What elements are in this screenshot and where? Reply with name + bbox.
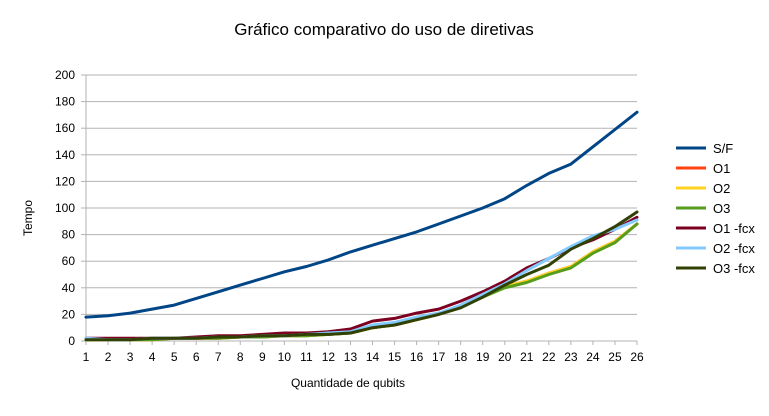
x-tick-label: 5 bbox=[171, 350, 178, 364]
x-tick-label: 8 bbox=[237, 350, 244, 364]
series-line-4 bbox=[84, 222, 639, 342]
x-tick-label: 15 bbox=[388, 350, 402, 364]
legend-label: O2 bbox=[713, 181, 730, 196]
series-line-7 bbox=[84, 210, 639, 342]
series-line-1 bbox=[84, 110, 639, 319]
x-tick-label: 7 bbox=[215, 350, 222, 364]
x-tick-label: 11 bbox=[300, 350, 313, 364]
x-tick-label: 22 bbox=[542, 350, 556, 364]
gridlines bbox=[86, 74, 637, 342]
y-axis-label: Tempo bbox=[21, 200, 35, 236]
x-tick-label: 23 bbox=[564, 350, 578, 364]
x-tick-label: 18 bbox=[454, 350, 468, 364]
x-tick-label: 10 bbox=[278, 350, 292, 364]
series-line-3 bbox=[84, 222, 639, 342]
y-tick-label: 0 bbox=[68, 334, 75, 348]
y-tick-label: 200 bbox=[55, 68, 75, 82]
x-tick-label: 6 bbox=[193, 350, 200, 364]
series-line-6 bbox=[84, 218, 639, 342]
x-tick-label: 1 bbox=[83, 350, 90, 364]
legend-label: S/F bbox=[713, 141, 733, 156]
x-tick-label: 25 bbox=[608, 350, 622, 364]
y-tick-label: 20 bbox=[62, 307, 76, 321]
y-tick-label: 100 bbox=[55, 201, 75, 215]
y-tick-label: 140 bbox=[55, 148, 75, 162]
x-tick-label: 26 bbox=[630, 350, 644, 364]
x-tick-label: 21 bbox=[520, 350, 534, 364]
x-tick-label: 12 bbox=[322, 350, 336, 364]
x-tick-label: 20 bbox=[498, 350, 512, 364]
series-line-5 bbox=[84, 215, 639, 340]
x-tick-label: 17 bbox=[432, 350, 446, 364]
x-tick-label: 19 bbox=[476, 350, 490, 364]
legend: S/F O1 O2 O3 O1 -fcx O2 -fcx O3 -fcx bbox=[676, 141, 755, 276]
x-tick-label: 14 bbox=[366, 350, 380, 364]
y-tick-label: 120 bbox=[55, 174, 75, 188]
x-tick-label: 24 bbox=[586, 350, 600, 364]
x-tick-label: 4 bbox=[149, 350, 156, 364]
x-tick-label: 13 bbox=[344, 350, 358, 364]
legend-label: O2 -fcx bbox=[713, 241, 755, 256]
x-tick-label: 2 bbox=[105, 350, 112, 364]
x-tick-label: 16 bbox=[410, 350, 424, 364]
series-lines bbox=[84, 110, 639, 342]
y-tick-label: 180 bbox=[55, 95, 75, 109]
y-tick-label: 160 bbox=[55, 121, 75, 135]
x-axis-label: Quantidade de qubits bbox=[291, 376, 405, 390]
y-tick-label: 80 bbox=[62, 228, 76, 242]
y-tick-label: 60 bbox=[62, 254, 76, 268]
legend-label: O3 -fcx bbox=[713, 261, 755, 276]
legend-label: O1 bbox=[713, 161, 730, 176]
series-line-2 bbox=[84, 222, 639, 342]
legend-label: O1 -fcx bbox=[713, 221, 755, 236]
x-tick-label: 3 bbox=[127, 350, 134, 364]
y-tick-label: 40 bbox=[62, 281, 76, 295]
x-tick-label: 9 bbox=[259, 350, 266, 364]
chart-title: Gráfico comparativo do uso de diretivas bbox=[234, 20, 534, 39]
legend-label: O3 bbox=[713, 201, 730, 216]
